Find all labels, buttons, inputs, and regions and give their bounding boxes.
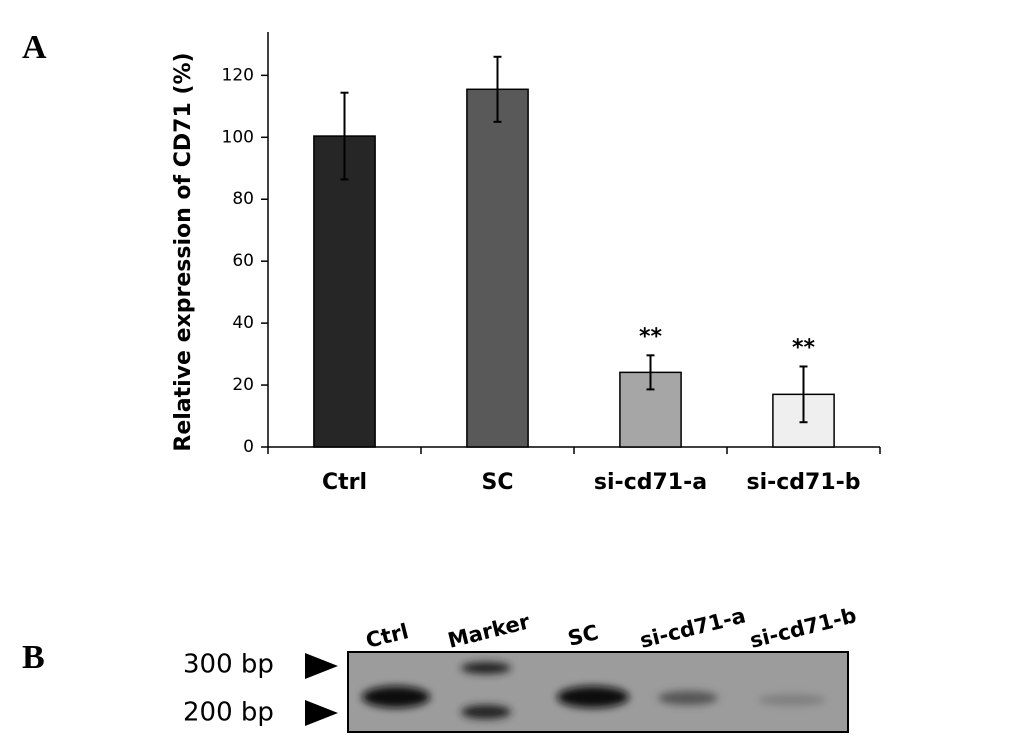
x-tick-label: si-cd71-b (746, 470, 860, 495)
band (658, 691, 718, 705)
annotation: ** (639, 324, 663, 349)
arrow (305, 700, 338, 726)
arrow (305, 653, 338, 679)
x-tick-label: Ctrl (322, 470, 367, 495)
y-tick-label: 20 (232, 375, 254, 395)
band (461, 705, 511, 719)
band (461, 662, 511, 674)
lane-label: Ctrl (363, 619, 411, 653)
y-tick-label: 80 (232, 189, 254, 209)
band (362, 686, 430, 708)
bar (313, 135, 376, 448)
bar (466, 88, 529, 448)
lane-label: SC (565, 620, 600, 651)
y-tick-label: 60 (232, 251, 254, 271)
gel-bands (362, 662, 826, 719)
x-tick-label: si-cd71-a (594, 470, 707, 495)
y-tick-label: 120 (222, 65, 254, 85)
y-tick-label: 0 (243, 437, 254, 457)
size-marker: 200 bp (183, 698, 274, 728)
y-tick-label: 40 (232, 313, 254, 333)
y-axis-label: Relative expression of CD71 (%) (171, 52, 196, 451)
annotation: ** (792, 335, 816, 360)
panel-label: A (22, 29, 47, 66)
panel-label: B (22, 639, 45, 676)
gel: 300 bp 200 bp Ctrl Marker SC si-cd71-a s… (183, 603, 859, 733)
lane-label: Marker (445, 609, 532, 653)
lane-label: si-cd71-a (637, 603, 748, 652)
lane-label: si-cd71-b (747, 603, 858, 653)
band (758, 694, 826, 706)
y-tick-label: 100 (222, 127, 254, 147)
size-marker: 300 bp (183, 650, 274, 680)
x-tick-label: SC (482, 470, 514, 495)
band (557, 686, 629, 708)
